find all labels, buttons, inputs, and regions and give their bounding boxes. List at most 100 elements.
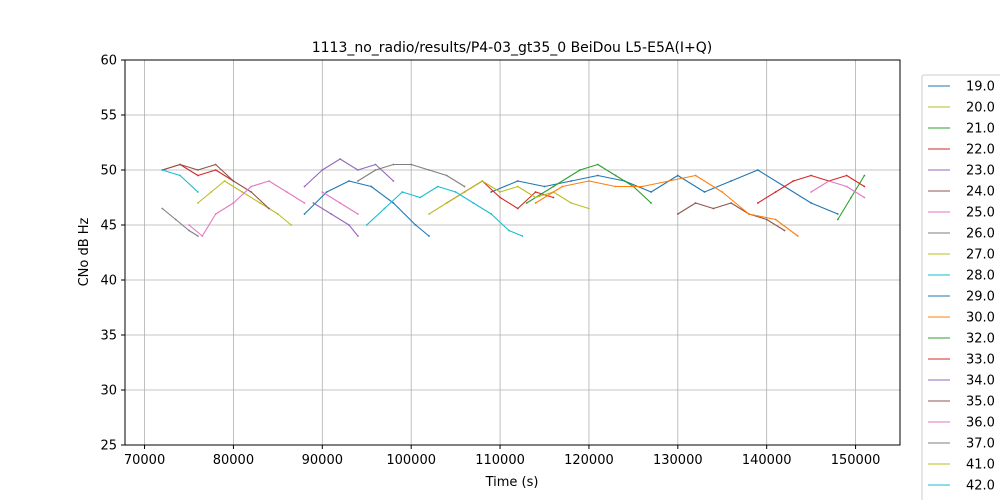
data-point-19.0 [392,202,395,204]
data-point-30.0 [694,174,697,177]
data-point-23.0 [312,202,315,204]
legend-label: 35.0 [966,395,995,410]
data-point-19.0 [810,202,812,204]
data-point-25.0 [303,202,306,204]
data-point-20.0 [277,213,279,215]
data-point-27.0 [428,213,430,215]
data-point-42.0 [365,224,368,226]
data-point-27.0 [516,185,519,188]
data-point-25.0 [863,196,866,199]
x-axis-label: Time (s) [485,475,539,490]
data-point-19.0 [543,185,546,188]
legend-label: 37.0 [966,437,995,452]
data-point-25.0 [285,191,288,193]
data-point-20.0 [241,191,244,193]
data-point-22.0 [863,185,866,188]
data-point-19.0 [703,191,706,193]
data-point-22.0 [792,180,795,182]
legend-label: 41.0 [966,458,995,473]
data-point-22.0 [534,191,537,193]
plot-frame [124,59,901,446]
data-point-23.0 [374,163,377,166]
data-point-23.0 [392,180,395,182]
data-point-22.0 [197,174,199,177]
data-point-24.0 [730,202,732,204]
data-point-25.0 [214,213,217,215]
series-line-25.0 [188,180,305,237]
legend: 19.0 20.0 21.0 22.0 23.0 24.0 25.0 26.0 27.0 28.0… [921,74,1000,504]
data-point-30.0 [668,180,670,182]
data-point-25.0 [810,191,812,193]
data-point-30.0 [796,235,799,237]
data-point-42.0 [454,191,457,193]
legend-frame [921,74,1000,504]
y-tick-label: 40 [100,274,117,289]
data-point-26.0 [161,207,164,210]
data-point-26.0 [392,163,395,166]
data-point-23.0 [357,235,359,237]
x-tick-label: 70000 [124,453,165,468]
series-line-42.0 [366,185,523,237]
data-point-23.0 [330,213,333,215]
data-point-24.0 [179,163,182,166]
data-point-25.0 [268,180,270,182]
y-tick-label: 30 [100,384,117,399]
data-point-20.0 [259,202,261,204]
data-point-28.0 [179,174,182,177]
data-point-25.0 [201,235,204,237]
legend-label: 19.0 [966,80,995,95]
data-point-30.0 [748,213,750,215]
series-lines [161,158,866,237]
data-point-27.0 [534,196,537,199]
series-line-30.0 [535,174,799,237]
data-point-19.0 [370,185,373,188]
data-point-20.0 [210,191,213,193]
data-point-21.0 [850,196,852,199]
data-point-24.0 [250,191,253,193]
data-point-25.0 [321,191,324,193]
series-line-25.0 [810,180,865,198]
data-point-27.0 [445,202,448,204]
data-point-22.0 [774,191,777,193]
legend-label: 33.0 [966,353,995,368]
data-point-42.0 [401,191,404,193]
data-point-23.0 [357,169,359,171]
data-point-19.0 [325,191,328,193]
data-point-21.0 [614,174,617,177]
data-point-19.0 [650,191,652,193]
data-point-22.0 [499,196,501,199]
legend-label: 20.0 [966,101,995,116]
data-point-30.0 [721,191,724,193]
legend-label: 32.0 [966,332,995,347]
data-point-25.0 [845,185,848,188]
data-point-26.0 [197,235,199,237]
data-point-30.0 [588,180,590,182]
data-point-30.0 [614,185,617,188]
data-point-27.0 [570,202,573,204]
data-point-23.0 [339,158,341,160]
data-point-22.0 [516,207,519,210]
data-point-21.0 [525,202,528,204]
data-point-26.0 [188,229,190,232]
legend-label: 27.0 [966,248,995,263]
data-point-42.0 [436,185,439,188]
legend-label: 30.0 [966,311,995,326]
y-tick-label: 35 [100,329,117,344]
data-point-42.0 [383,207,386,210]
data-point-27.0 [588,207,590,210]
data-point-21.0 [836,218,839,221]
data-point-21.0 [579,169,581,171]
data-point-24.0 [268,207,270,210]
series-line-19.0 [490,169,839,215]
data-point-20.0 [290,224,293,226]
data-point-21.0 [552,185,555,188]
y-tick-label: 50 [100,164,117,179]
y-tick-label: 45 [100,219,117,234]
x-tick-label: 110000 [475,453,525,468]
data-point-42.0 [472,202,475,204]
data-point-25.0 [828,180,830,182]
series-line-24.0 [677,202,785,231]
data-point-22.0 [845,174,848,177]
data-point-19.0 [348,180,350,182]
